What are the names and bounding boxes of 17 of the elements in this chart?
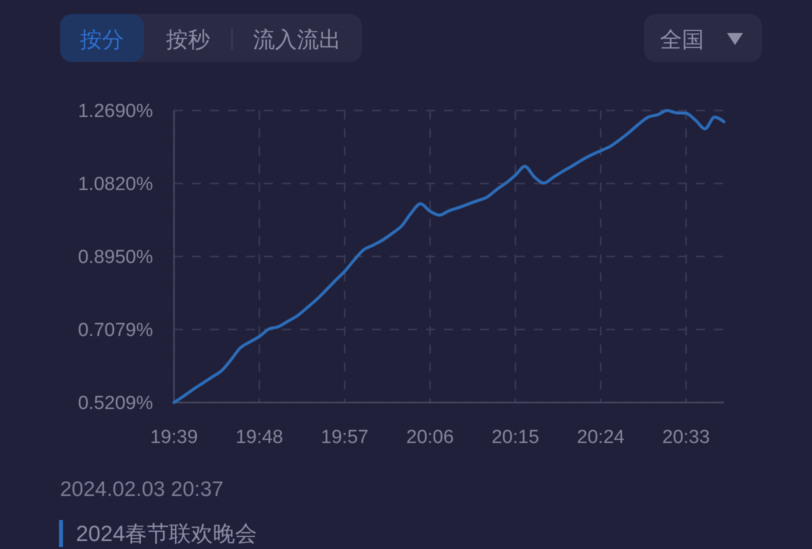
x-tick-label: 19:48 bbox=[236, 427, 284, 448]
line-series bbox=[172, 109, 726, 404]
x-tick-label: 20:24 bbox=[576, 427, 625, 448]
y-tick-label: 0.7079% bbox=[78, 320, 154, 342]
x-tick-label: 19:57 bbox=[320, 427, 368, 448]
x-tick-label: 20:06 bbox=[406, 427, 454, 448]
x-tick-label: 19:39 bbox=[150, 427, 198, 448]
x-tick-label: 20:15 bbox=[492, 427, 540, 448]
y-tick-label: 0.8950% bbox=[78, 247, 154, 268]
y-tick-label: 0.5209% bbox=[78, 393, 154, 414]
text: 2024春节联欢晚会 bbox=[76, 521, 257, 546]
y-tick-label: 1.2690% bbox=[78, 101, 154, 122]
y-tick-label: 1.0820% bbox=[78, 174, 154, 196]
segmented-control: 按分 按秒 流入流出 bbox=[60, 14, 362, 62]
text: 全国 bbox=[660, 27, 704, 52]
text: 2024.02.03 20:37 bbox=[60, 478, 224, 501]
x-tick-label: 20:33 bbox=[662, 427, 710, 448]
